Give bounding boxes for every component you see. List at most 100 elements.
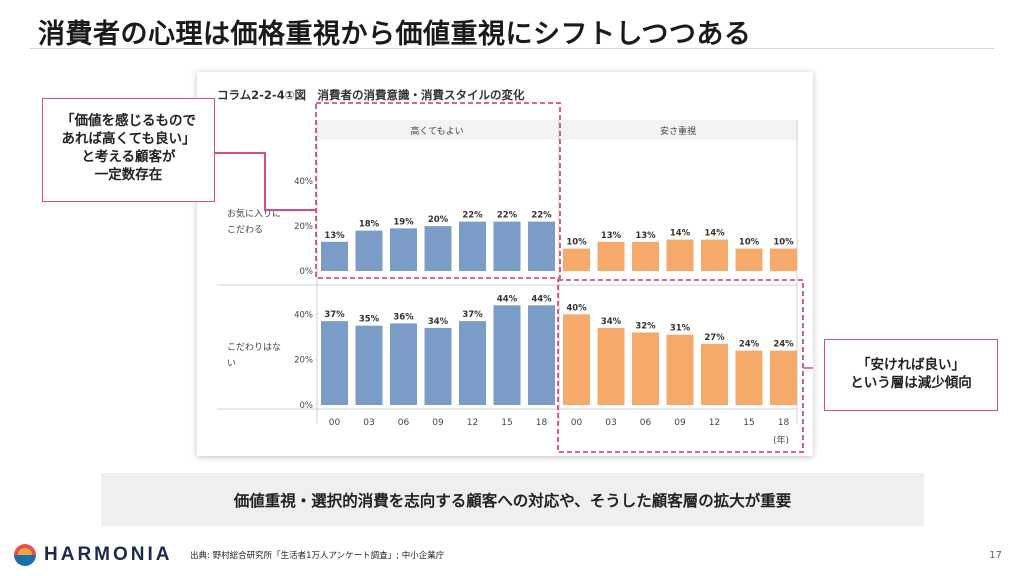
bar [390, 323, 417, 405]
x-tick-label: 12 [709, 418, 720, 428]
callout-left-line: 一定数存在 [94, 167, 163, 183]
bar [321, 241, 348, 271]
data-label: 32% [635, 321, 656, 331]
bar [735, 350, 763, 405]
bar [632, 332, 659, 405]
bar [390, 228, 417, 271]
data-label: 37% [462, 310, 483, 320]
harmonia-logo: HARMONIA [12, 542, 173, 568]
highlight-box-cheap [557, 279, 804, 453]
bar [528, 221, 555, 271]
callout-right-line: 「安ければ良い」 [857, 357, 965, 373]
data-label: 22% [462, 211, 483, 221]
brand-name: HARMONIA [44, 544, 173, 565]
data-label: 13% [324, 231, 345, 241]
slide-title: 消費者の心理は価格重視から価値重視にシフトしつつある [38, 19, 752, 50]
bar [701, 239, 728, 271]
data-label: 18% [359, 220, 380, 230]
harmonia-logo-icon [14, 544, 36, 566]
y-tick-label: 0% [300, 267, 314, 277]
source-note: 出典: 野村総合研究所「生活者1万人アンケート調査」; 中小企業庁 [190, 551, 445, 561]
x-tick-label: 06 [398, 418, 410, 428]
x-tick-label: 00 [571, 418, 583, 428]
data-label: 20% [428, 215, 449, 225]
callout-price-customers: 「安ければ良い」 という層は減少傾向 [824, 339, 998, 411]
x-tick-label: 09 [432, 418, 444, 428]
bar [424, 327, 452, 405]
x-tick-label: 15 [501, 418, 512, 428]
data-label: 34% [428, 317, 449, 327]
bar [597, 327, 625, 405]
callout-left-connector [264, 209, 317, 211]
data-label: 37% [324, 310, 345, 320]
x-tick-label: 12 [467, 418, 478, 428]
bar [563, 248, 590, 271]
y-tick-label: 40% [294, 310, 313, 320]
data-label: 10% [739, 238, 760, 248]
bar [424, 226, 452, 271]
bar [528, 305, 555, 405]
data-label: 22% [531, 211, 552, 221]
data-label: 36% [393, 312, 414, 322]
data-label: 13% [601, 231, 622, 241]
callout-left-connector [264, 152, 266, 210]
column-header-band [317, 120, 797, 140]
y-tick-label: 0% [300, 401, 314, 411]
x-tick-label: 09 [674, 418, 686, 428]
row-group-label: お気に入りに [227, 208, 281, 220]
data-label: 34% [601, 317, 622, 327]
data-label: 44% [497, 294, 518, 304]
data-label: 19% [393, 217, 414, 227]
data-label: 14% [704, 229, 725, 239]
x-tick-label: 00 [329, 418, 341, 428]
bar [355, 325, 383, 405]
bar [632, 241, 659, 271]
callout-left-line: 「価値を感じるもので [61, 113, 196, 129]
x-tick-label: 15 [743, 418, 754, 428]
callout-left-line: あれば高くても良い」 [61, 131, 196, 147]
callout-left-connector [215, 152, 265, 154]
chart-title: コラム2-2-4①図 消費者の消費意識・消費スタイルの変化 [217, 88, 525, 102]
bar [735, 248, 763, 271]
bar [770, 350, 797, 405]
bar [666, 239, 694, 271]
bar [563, 314, 590, 405]
bar [701, 343, 728, 405]
data-label: 44% [531, 294, 552, 304]
bar [666, 334, 694, 405]
summary-banner: 価値重視・選択的消費を志向する顧客への対応や、そうした顧客層の拡大が重要 [101, 473, 924, 526]
x-tick-label: 03 [605, 418, 616, 428]
data-label: 10% [566, 238, 587, 248]
bar [493, 305, 521, 405]
y-tick-label: 20% [294, 222, 313, 232]
bar [459, 221, 486, 271]
data-label: 35% [359, 315, 380, 325]
bar [597, 241, 625, 271]
row-group-label: こだわりはな [227, 342, 281, 353]
data-label: 24% [739, 340, 760, 350]
x-tick-label: 06 [640, 418, 652, 428]
x-tick-label: 18 [778, 418, 790, 428]
highlight-box-premium [315, 102, 561, 279]
column-group-label: 高くてもよい [410, 125, 463, 137]
data-label: 31% [670, 324, 691, 334]
data-label: 24% [773, 340, 794, 350]
x-tick-label: 18 [536, 418, 548, 428]
data-label: 27% [704, 333, 725, 343]
bar [459, 321, 486, 405]
data-label: 40% [566, 303, 587, 313]
callout-value-customers: 「価値を感じるもので あれば高くても良い」 と考える顧客が 一定数存在 [42, 98, 215, 202]
chart-panel: コラム2-2-4①図 消費者の消費意識・消費スタイルの変化高くてもよい 安さ重視お… [197, 72, 813, 456]
title-divider [30, 48, 994, 49]
callout-right-line: という層は減少傾向 [850, 375, 972, 391]
x-unit-label: (年) [773, 434, 789, 446]
bar [493, 221, 521, 271]
column-group-label: 安さ重視 [660, 125, 696, 137]
row-group-label: こだわる [227, 225, 263, 236]
data-label: 22% [497, 211, 518, 221]
page-number: 17 [989, 550, 1002, 561]
bar [321, 321, 348, 405]
y-tick-label: 40% [294, 177, 313, 187]
data-label: 10% [773, 238, 794, 248]
